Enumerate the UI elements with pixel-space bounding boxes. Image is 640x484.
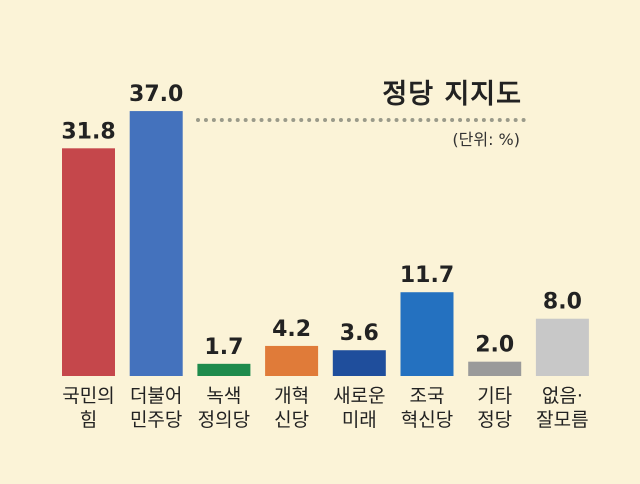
bar-5 [332,350,386,376]
unit-label: (단위: %) [452,130,520,149]
category-label-3: 녹색 정의당 [197,385,251,431]
dotted-divider [196,118,526,122]
category-label-5: 새로운 미래 [333,385,386,431]
data-label-2: 37.0 [129,82,183,107]
data-label-1: 31.8 [61,119,115,144]
bar-4 [265,345,319,376]
category-label-6: 조국 혁신당 [400,385,454,431]
data-label-7: 2.0 [475,333,514,358]
bar-3 [197,363,251,376]
category-label-2: 더불어 민주당 [129,385,183,431]
bar-8 [535,318,589,376]
category-label-7: 기타 정당 [477,385,513,431]
bar-6 [400,292,454,376]
data-label-8: 8.0 [543,290,582,315]
category-label-8: 없음· 잘모름 [536,385,589,431]
bar-7 [468,361,522,376]
category-label-4: 개혁 신당 [274,385,310,431]
bar-2 [129,111,183,376]
data-label-3: 1.7 [204,335,243,360]
category-label-1: 국민의 힘 [62,385,115,431]
data-label-6: 11.7 [400,263,454,288]
data-label-5: 3.6 [340,321,379,346]
bar-1 [62,148,115,376]
chart-title: 정당 지지도 [382,79,522,110]
data-label-4: 4.2 [272,317,311,342]
